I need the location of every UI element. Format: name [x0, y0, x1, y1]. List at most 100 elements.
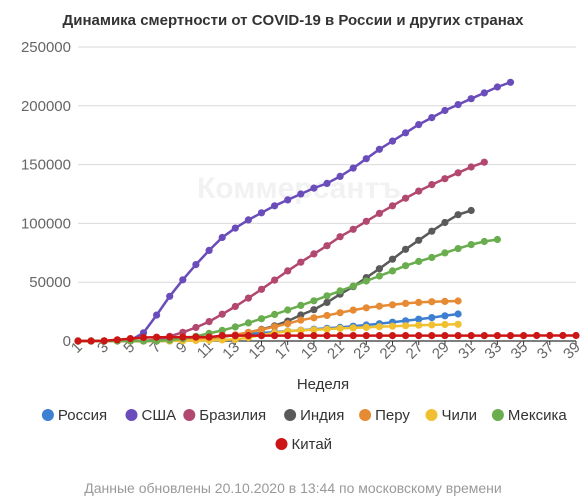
data-point: [415, 321, 423, 329]
data-point: [231, 323, 239, 331]
data-point: [336, 309, 344, 317]
data-point: [520, 332, 528, 340]
data-point: [192, 333, 200, 341]
data-point: [375, 332, 383, 340]
data-point: [493, 83, 501, 91]
data-point: [297, 301, 305, 309]
series-line: [74, 331, 580, 345]
data-point: [244, 216, 252, 224]
legend-marker: [284, 409, 297, 421]
data-point: [271, 310, 279, 318]
data-point: [218, 233, 226, 242]
data-point: [467, 241, 475, 249]
data-point: [218, 310, 226, 318]
chart-title: Динамика смертности от COVID-19 в России…: [62, 12, 524, 29]
data-point: [310, 250, 318, 258]
x-tick-label: 23: [350, 339, 374, 363]
data-point: [441, 218, 449, 227]
data-point: [415, 332, 423, 340]
data-point: [323, 325, 331, 333]
data-point: [467, 163, 475, 171]
data-point: [480, 158, 488, 166]
legend-marker: [359, 409, 372, 421]
data-point: [388, 267, 397, 275]
x-tick-label: 33: [481, 339, 505, 363]
data-point: [467, 206, 475, 215]
x-axis-title: Неделя: [297, 376, 349, 393]
data-point: [415, 298, 423, 306]
data-point: [428, 321, 436, 329]
data-point: [388, 322, 397, 330]
legend-label: Китай: [292, 436, 333, 453]
legend-item[interactable]: Россия: [41, 407, 107, 424]
legend-label: Чили: [442, 407, 478, 424]
legend-item[interactable]: Чили: [425, 407, 478, 424]
legend-marker: [425, 409, 438, 421]
data-point: [454, 245, 462, 253]
data-point: [428, 253, 436, 262]
data-point: [467, 95, 475, 103]
data-point: [192, 323, 200, 332]
data-point: [441, 175, 449, 183]
data-point: [349, 332, 357, 340]
data-point: [388, 301, 397, 309]
data-point: [454, 211, 462, 219]
data-point: [362, 323, 370, 331]
legend-item[interactable]: Перу: [359, 407, 410, 424]
data-point: [323, 332, 331, 340]
data-point: [506, 78, 515, 86]
data-point: [284, 320, 292, 328]
data-point: [454, 169, 462, 177]
data-point: [428, 332, 436, 340]
data-point: [179, 276, 187, 284]
legend-item[interactable]: Индия: [284, 407, 344, 424]
data-point: [428, 114, 436, 122]
data-point: [218, 326, 226, 334]
data-point: [428, 227, 436, 235]
data-point: [349, 282, 357, 290]
x-tick-label: 37: [534, 339, 558, 363]
data-point: [388, 202, 397, 210]
data-point: [323, 298, 331, 306]
x-tick-label: 21: [324, 339, 348, 363]
y-tick-label: 150000: [21, 157, 71, 174]
legend-item[interactable]: США: [125, 407, 177, 424]
footer-note: Данные обновлены 20.10.2020 в 13:44 по м…: [84, 480, 502, 496]
data-point: [402, 332, 410, 340]
data-point: [362, 155, 370, 163]
watermark-text: Коммерсантъ: [197, 172, 401, 205]
series-line: [74, 78, 515, 345]
data-point: [493, 235, 501, 244]
data-point: [546, 331, 554, 340]
data-point: [533, 331, 541, 340]
data-point: [297, 316, 305, 324]
x-tick-label: 39: [560, 339, 584, 363]
data-point: [336, 332, 344, 340]
x-tick-label: 27: [403, 339, 427, 363]
legend-item[interactable]: Китай: [275, 436, 333, 453]
x-tick-label: 25: [377, 339, 401, 363]
data-point: [257, 315, 266, 323]
data-point: [336, 172, 344, 180]
data-point: [375, 302, 383, 310]
data-point: [441, 332, 449, 340]
data-point: [454, 310, 462, 318]
data-point: [388, 332, 397, 340]
data-point: [257, 285, 266, 293]
legend-item[interactable]: Мексика: [491, 407, 568, 424]
data-point: [310, 184, 318, 192]
y-tick-label: 0: [63, 333, 71, 350]
data-point: [87, 337, 95, 345]
data-point: [375, 323, 383, 331]
data-point: [428, 298, 436, 306]
legend-marker: [183, 409, 196, 421]
data-point: [139, 333, 148, 342]
series-path: [78, 81, 511, 343]
legend-item[interactable]: Бразилия: [183, 407, 266, 424]
data-point: [349, 225, 357, 233]
data-point: [205, 333, 213, 341]
data-point: [271, 276, 279, 284]
data-point: [349, 324, 357, 332]
data-point: [218, 332, 226, 340]
data-point: [257, 326, 266, 334]
